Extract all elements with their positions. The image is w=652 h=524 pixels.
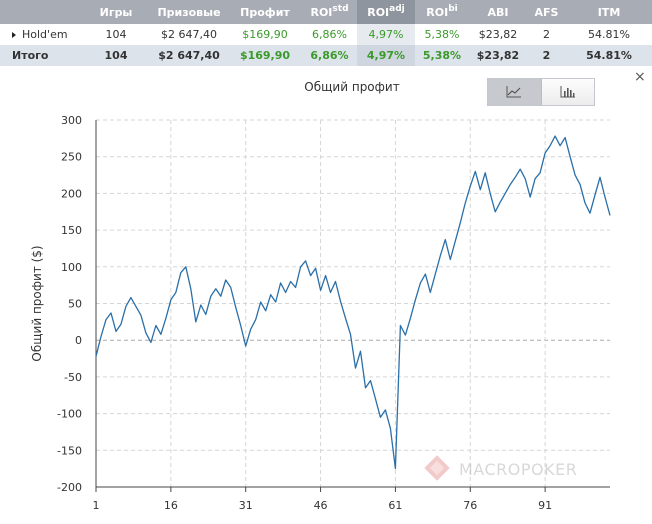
y-tick-label: -100: [57, 408, 82, 421]
cell-games: 104: [104, 49, 128, 62]
chart-type-toggle: [487, 78, 595, 106]
y-tick-label: -200: [57, 481, 82, 494]
cell-roi-std: 6,86%: [310, 49, 349, 62]
profit-series-line: [95, 135, 611, 470]
x-tick-label: 16: [164, 499, 178, 512]
cell-itm: 54.81%: [588, 28, 630, 41]
cell-roi-std: 6,86%: [312, 28, 347, 41]
x-tick-label: 46: [314, 499, 328, 512]
y-tick-label: 100: [61, 261, 82, 274]
y-tick-label: 50: [68, 298, 82, 311]
row-label-cell[interactable]: Hold'em: [0, 24, 82, 45]
x-tick-label: 31: [239, 499, 253, 512]
close-icon[interactable]: ×: [634, 69, 646, 85]
header-afs[interactable]: AFS: [534, 5, 559, 19]
header-roi-std-sup: std: [332, 3, 349, 14]
y-tick-label: -50: [64, 371, 82, 384]
cell-afs: 2: [542, 49, 551, 62]
header-profit[interactable]: Профит: [240, 5, 290, 19]
y-tick-label: 150: [61, 224, 82, 237]
cell-prize: $2 647,40: [161, 28, 217, 41]
line-chart-icon: [506, 86, 522, 98]
cell-roi-bi: 5,38%: [422, 49, 462, 62]
cell-games: 104: [105, 28, 127, 41]
bar-chart-icon: [560, 86, 575, 98]
x-tick-label: 76: [463, 499, 477, 512]
macropoker-logo-icon: [424, 455, 450, 481]
header-roi-std-label: ROI: [310, 5, 333, 19]
header-itm[interactable]: ITM: [597, 5, 621, 19]
header-roi-adj-sup: adj: [389, 3, 405, 14]
x-tick-label: 61: [388, 499, 402, 512]
cell-roi-adj: 4,97%: [357, 24, 415, 45]
header-roi-bi-label: ROI: [426, 5, 449, 19]
header-roi-adj-label: ROI: [367, 5, 390, 19]
header-roi-bi[interactable]: ROIbi: [415, 0, 469, 24]
y-tick-label: 0: [75, 334, 82, 347]
y-tick-label: 300: [61, 114, 82, 127]
line-chart-button[interactable]: [488, 79, 542, 105]
row-label: Итого: [12, 49, 49, 62]
bar-chart-button[interactable]: [541, 79, 594, 105]
cell-profit: $169,90: [239, 49, 291, 62]
y-tick-label: 250: [61, 151, 82, 164]
cell-roi-adj: 4,97%: [357, 45, 415, 66]
watermark-text: MACROPOKER: [459, 459, 578, 479]
y-tick-label: -150: [57, 444, 82, 457]
header-roi-adj[interactable]: ROIadj: [357, 0, 415, 24]
cell-itm: 54.81%: [586, 49, 632, 62]
cell-abi: $23,82: [478, 28, 518, 41]
header-prize[interactable]: Призовые: [157, 5, 221, 19]
stats-table: Игры Призовые Профит ROIstd ROIadj ROIbi…: [0, 0, 652, 66]
header-roi-std[interactable]: ROIstd: [302, 0, 357, 24]
table-row-holdem[interactable]: Hold'em 104 $2 647,40 $169,90 6,86% 4,97…: [0, 24, 652, 45]
table-row-total: Итого 104 $2 647,40 $169,90 6,86% 4,97% …: [0, 45, 652, 66]
expand-triangle-icon[interactable]: [12, 32, 16, 38]
chart-title: Общий профит: [304, 80, 400, 94]
watermark: MACROPOKER: [423, 455, 577, 483]
header-roi-bi-sup: bi: [448, 3, 458, 14]
table-header-row: Игры Призовые Профит ROIstd ROIadj ROIbi…: [0, 0, 652, 24]
row-label: Hold'em: [22, 28, 68, 41]
x-tick-label: 91: [538, 499, 552, 512]
cell-abi: $23,82: [476, 49, 520, 62]
header-abi[interactable]: ABI: [487, 5, 509, 19]
cell-prize: $2 647,40: [158, 49, 220, 62]
y-axis-label: Общий профит ($): [30, 245, 44, 361]
cell-roi-bi: 5,38%: [424, 28, 460, 41]
header-games[interactable]: Игры: [99, 5, 133, 19]
x-tick-label: 1: [93, 499, 100, 512]
cell-profit: $169,90: [242, 28, 288, 41]
cell-afs: 2: [543, 28, 550, 41]
y-tick-label: 200: [61, 187, 82, 200]
